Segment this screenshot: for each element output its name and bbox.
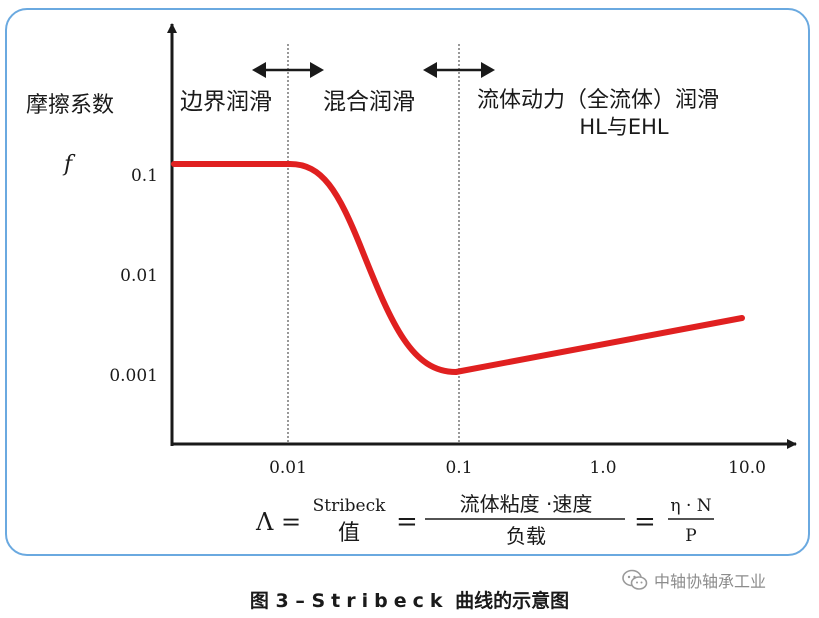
y-axis-title: 摩擦系数 <box>26 93 114 118</box>
figure-caption: 图 3 – Stribeck 曲线的示意图 <box>0 586 819 613</box>
double-arrow-right <box>423 62 495 78</box>
x-tick-label: 0.1 <box>445 458 472 478</box>
caption-prefix: 图 3 – <box>249 590 312 612</box>
double-arrow-left <box>252 62 324 78</box>
wechat-icon <box>622 569 648 590</box>
formula-eq1: = <box>396 507 418 537</box>
caption-stribeck: Stribeck <box>311 590 449 612</box>
formula-value: 值 <box>338 521 360 546</box>
watermark: 中轴协轴承工业 <box>622 568 766 592</box>
x-tick-label: 10.0 <box>728 458 766 478</box>
x-tick-label: 0.01 <box>269 458 307 478</box>
formula-num2: η · N <box>670 496 711 516</box>
formula-numerator: 流体粘度 ·速度 <box>460 492 593 516</box>
formula-denominator: 负载 <box>506 524 546 548</box>
caption-suffix: 曲线的示意图 <box>448 590 570 612</box>
region-label-boundary: 边界润滑 <box>180 89 272 115</box>
formula-lambda: Λ = <box>255 508 301 536</box>
region-label-mixed: 混合润滑 <box>323 89 415 115</box>
formula-stribeck: Stribeck <box>313 496 387 516</box>
y-tick-label: 0.001 <box>109 366 158 386</box>
watermark-text: 中轴协轴承工业 <box>654 572 767 591</box>
diagram-frame <box>5 8 810 556</box>
y-axis-symbol: f <box>62 152 76 177</box>
y-tick-label: 0.1 <box>131 166 158 186</box>
y-tick-label: 0.01 <box>120 266 158 286</box>
x-tick-label: 1.0 <box>589 458 616 478</box>
formula-den2: P <box>685 526 696 546</box>
formula-eq2: = <box>634 507 656 537</box>
region-label-hydro-sub: HL与EHL <box>579 115 669 139</box>
stribeck-curve <box>171 161 745 375</box>
region-label-hydro: 流体动力（全流体）润滑 <box>477 88 719 113</box>
